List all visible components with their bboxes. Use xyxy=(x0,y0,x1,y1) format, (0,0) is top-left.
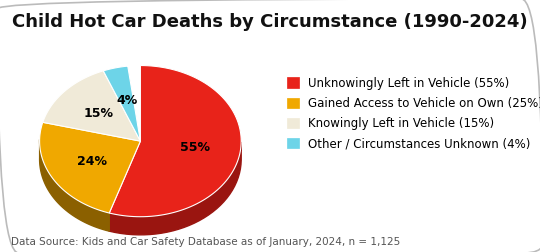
Text: 24%: 24% xyxy=(77,155,107,168)
Text: 15%: 15% xyxy=(84,107,114,120)
Polygon shape xyxy=(103,66,140,141)
Polygon shape xyxy=(39,122,140,213)
Polygon shape xyxy=(109,142,241,235)
Text: Child Hot Car Deaths by Circumstance (1990-2024): Child Hot Car Deaths by Circumstance (19… xyxy=(12,13,528,30)
Polygon shape xyxy=(109,66,241,217)
Text: 55%: 55% xyxy=(180,141,210,154)
Text: Data Source: Kids and Car Safety Database as of January, 2024, n = 1,125: Data Source: Kids and Car Safety Databas… xyxy=(11,237,400,247)
Legend: Unknowingly Left in Vehicle (55%), Gained Access to Vehicle on Own (25%), Knowin: Unknowingly Left in Vehicle (55%), Gaine… xyxy=(287,77,540,150)
Polygon shape xyxy=(39,140,109,231)
Text: 4%: 4% xyxy=(116,94,137,107)
Polygon shape xyxy=(43,71,140,141)
